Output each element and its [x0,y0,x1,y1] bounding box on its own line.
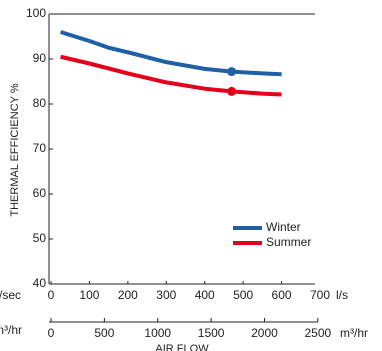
x-tick-label: 500 [233,288,253,302]
x2-tick-label: 2500 [305,326,332,340]
point-marker [227,86,237,96]
x-tick-label: 300 [156,288,176,302]
x-unit: l/s [336,288,348,302]
x-tick-label: 200 [118,288,138,302]
line-series [60,30,282,77]
x2-unit: m³/hr [340,326,368,340]
y-tick-label: 100 [26,6,46,20]
x-unit-left: l/sec [0,288,21,302]
x2-tick-label: 1000 [144,326,171,340]
x2-tick-label: 1500 [198,326,225,340]
x-tick-label: 100 [79,288,99,302]
x-tick-label: 0 [48,288,55,302]
x-axis-label: AIR FLOW [155,343,209,351]
x2-unit-left: m³/hr [0,323,22,337]
y-tick-label: 40 [33,276,47,290]
x-tick-label: 600 [272,288,292,302]
line-series [60,54,282,97]
y-axis-label: THERMAL EFFICIENCY % [9,83,21,216]
legend-label: Summer [266,235,311,249]
x2-tick-label: 500 [94,326,114,340]
y-tick-label: 50 [33,231,47,245]
legend-label: Winter [266,220,301,234]
y-tick-label: 70 [33,141,47,155]
y-tick-label: 80 [33,96,47,110]
x-tick-label: 400 [195,288,215,302]
x2-tick-label: 0 [48,326,55,340]
y-tick-label: 90 [33,51,47,65]
point-marker [227,67,237,77]
y-tick-label: 60 [33,186,47,200]
x-tick-label: 700 [310,288,330,302]
x2-tick-label: 2000 [251,326,278,340]
